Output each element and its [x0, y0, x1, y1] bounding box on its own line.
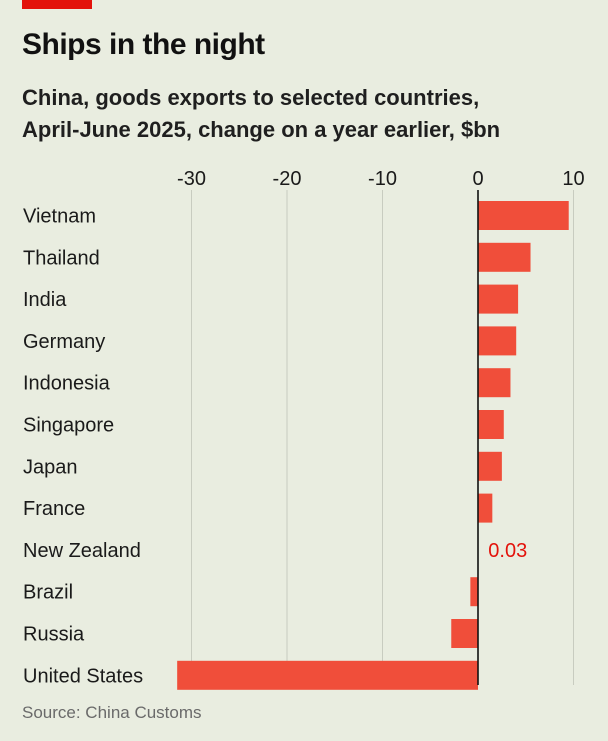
x-tick-label-10: 10: [562, 168, 584, 190]
category-label-germany: Germany: [23, 331, 105, 353]
category-label-indonesia: Indonesia: [23, 373, 111, 395]
category-label-japan: Japan: [23, 456, 78, 478]
chart-subtitle-line-2: April-June 2025, change on a year earlie…: [22, 117, 501, 142]
bar-france: [478, 493, 493, 523]
bar-thailand: [478, 242, 531, 272]
category-label-united-states: United States: [23, 665, 143, 687]
category-label-brazil: Brazil: [23, 582, 73, 604]
chart-subtitle-line-1: China, goods exports to selected countri…: [22, 85, 480, 110]
category-label-vietnam: Vietnam: [23, 206, 96, 228]
bar-japan: [478, 451, 502, 481]
data-label-new-zealand: 0.03: [488, 540, 527, 562]
category-label-india: India: [23, 289, 67, 311]
bar-united-states: [177, 660, 479, 690]
bar-germany: [478, 326, 517, 356]
category-label-russia: Russia: [23, 624, 85, 646]
bar-vietnam: [478, 201, 569, 230]
brand-accent-tag: [22, 0, 92, 9]
chart-subtitle: China, goods exports to selected countri…: [22, 82, 602, 146]
category-label-new-zealand: New Zealand: [23, 540, 141, 562]
source-note: Source: China Customs: [22, 703, 202, 722]
category-label-thailand: Thailand: [23, 247, 100, 269]
x-tick-label-minus-10: -10: [368, 168, 397, 190]
bar-brazil: [470, 577, 478, 607]
bar-indonesia: [478, 368, 511, 398]
category-label-singapore: Singapore: [23, 415, 114, 437]
x-tick-label-0: 0: [472, 168, 483, 190]
category-label-france: France: [23, 498, 85, 520]
bar-russia: [451, 619, 478, 648]
bar-singapore: [478, 410, 504, 439]
chart-title: Ships in the night: [22, 28, 265, 61]
x-tick-label-minus-30: -30: [177, 168, 206, 190]
x-tick-label-minus-20: -20: [273, 168, 302, 190]
bar-india: [478, 284, 519, 314]
